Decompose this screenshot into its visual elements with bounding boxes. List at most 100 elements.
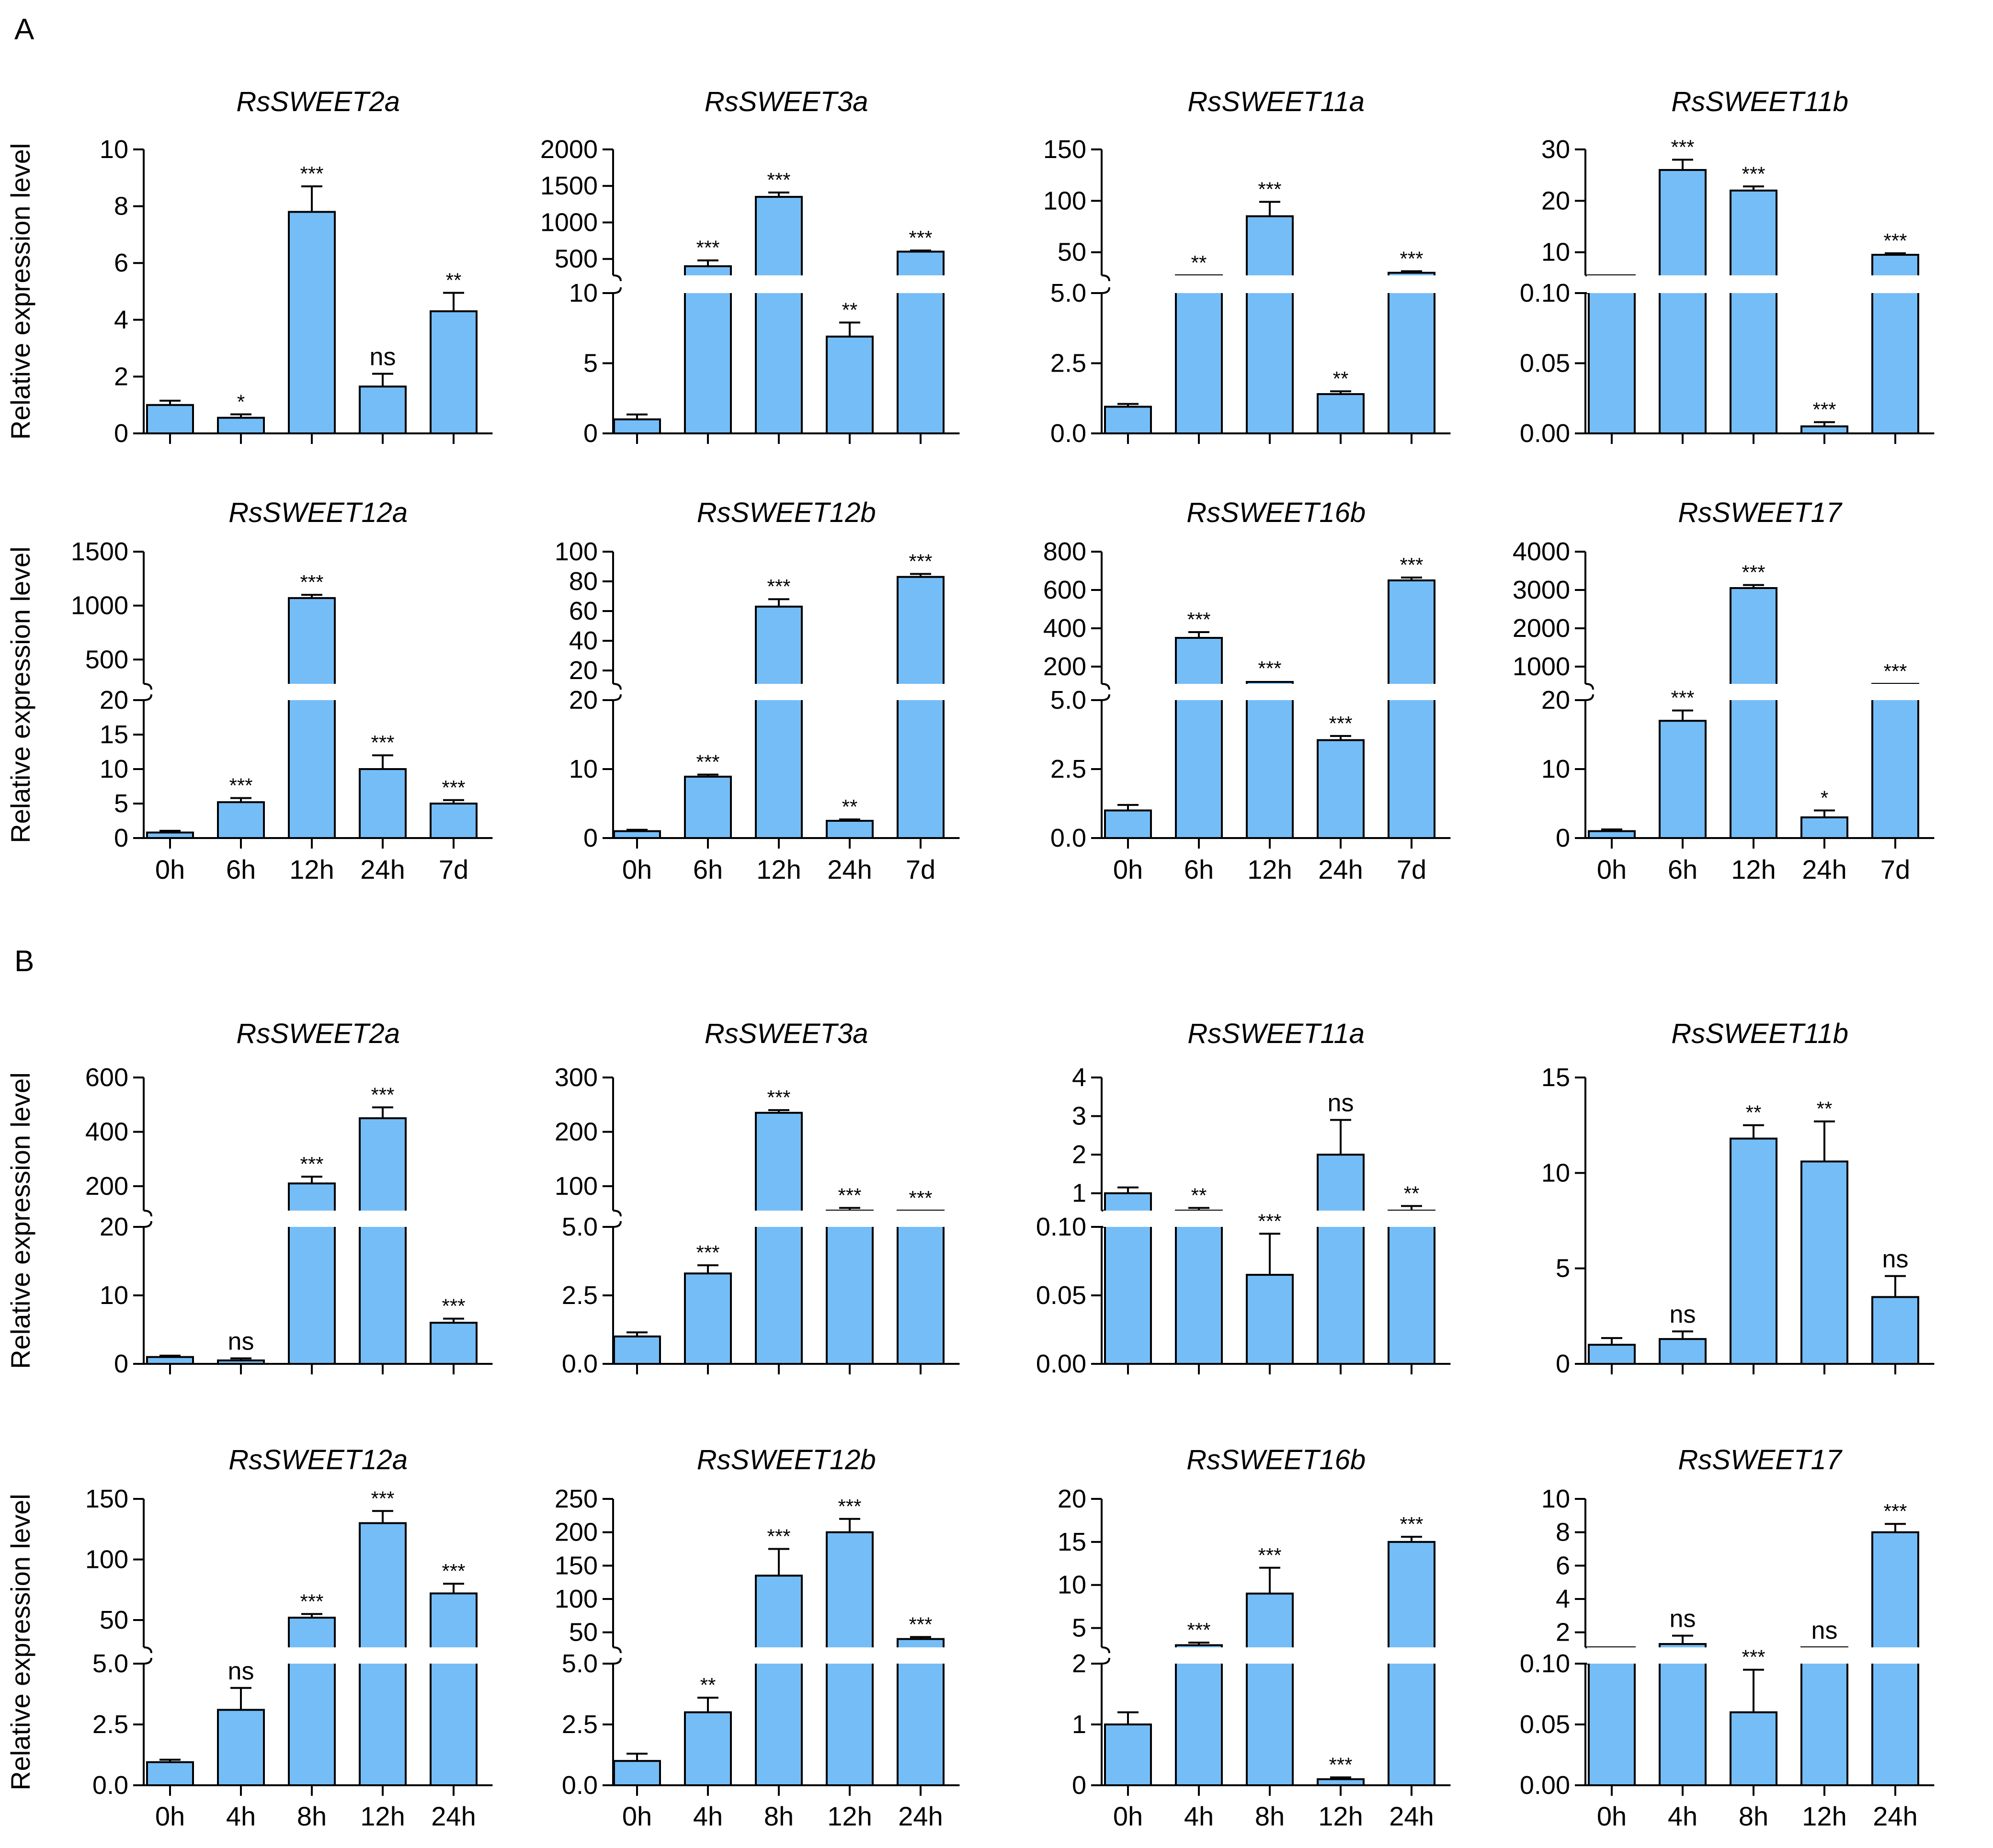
significance-label: *** [838,1495,861,1518]
y-tick-label: 2 [114,362,128,391]
chart-title: RsSWEET16b [1186,1444,1366,1475]
bar-break-gap [1587,275,1637,293]
chart-title: RsSWEET12b [697,497,876,528]
significance-label: *** [767,575,790,598]
bar-2 [684,1272,732,1365]
y-tick-label: 600 [1043,576,1086,604]
chart-a-rssweet17: RsSWEET17 0 10 20 1000 2000 3000 4000 0h 6h *** 12h… [1513,497,1935,884]
significance-label: *** [371,731,394,754]
y-tick-label: 0.00 [1520,419,1570,448]
bar-2 [1659,720,1707,839]
bar-break-gap [358,1647,408,1664]
chart-title: RsSWEET11a [1187,1018,1365,1049]
y-tick-label: 10 [569,755,598,783]
significance-label: *** [838,1184,861,1206]
y-tick-label: 3 [1072,1102,1086,1131]
x-tick-label: 0h [622,1801,652,1831]
y-tick-label: 0 [583,419,598,448]
bar-3 [1730,1711,1777,1787]
x-tick-label: 24h [360,854,405,884]
bar-4 [1317,1154,1365,1365]
x-tick-label: 7d [906,854,935,884]
bar-break-gap [1729,684,1778,700]
x-tick-label: 24h [827,854,872,884]
bar-1 [613,1760,661,1786]
significance-label: *** [1329,712,1352,735]
x-tick-label: 8h [297,1801,327,1831]
significance-label: *** [767,1086,790,1109]
significance-label: *** [1258,1544,1281,1566]
y-tick-label: 500 [85,645,128,674]
bar-4 [359,768,407,839]
y-tick-label: 5 [1556,1254,1570,1283]
bar-break-gap [896,1647,945,1664]
bar-4 [1317,739,1365,839]
axis-break-mark-upper [1585,683,1594,690]
significance-label: *** [1812,398,1836,421]
y-axis-label: Relative expression level [5,143,35,440]
significance-label: *** [1400,247,1423,270]
bar-2 [684,1711,732,1787]
x-tick-label: 7d [1397,854,1426,884]
chart-b-rssweet12b: RsSWEET12b 0.0 2.5 5.050 100 150 200 250 0h 4h ** 8… [555,1444,960,1831]
chart-title: RsSWEET3a [705,86,868,117]
axis-break-mark-upper [143,1210,152,1217]
bar-4 [1317,1778,1365,1787]
y-tick-label: 0.0 [562,1349,598,1378]
bar-3 [755,196,803,434]
bar-3 [1246,681,1294,839]
y-tick-label: 0 [1556,1349,1570,1378]
chart-b-rssweet11b: RsSWEET11b 0 5 10 15 ns ** ** ns [1541,1018,1935,1378]
x-tick-label: 0h [1597,854,1627,884]
significance-label: *** [1187,1619,1210,1641]
significance-label: ** [446,269,462,291]
y-tick-label: 20 [100,1213,128,1241]
chart-b-rssweet17: RsSWEET17 0.00 0.05 0.102 4 6 8 10 0h 4h ns 8h *** 12… [1520,1444,1935,1831]
significance-label: *** [371,1487,394,1509]
y-tick-label: 0.0 [562,1771,598,1800]
significance-label: *** [1400,554,1423,576]
bar-5 [430,803,478,839]
y-tick-label: 0 [1072,1771,1086,1800]
x-tick-label: 0h [155,854,185,884]
bar-3 [755,605,803,839]
significance-label: *** [1671,136,1694,158]
bar-break-gap [1387,1647,1436,1664]
bar-4 [826,335,874,435]
bar-break-gap [1245,1647,1295,1664]
bar-break-gap [1387,275,1436,293]
bar-break-gap [1245,684,1295,700]
y-tick-label: 300 [555,1063,598,1092]
y-tick-label: 10 [100,135,128,164]
bar-1 [613,830,661,839]
x-tick-label: 0h [622,854,652,884]
bar-break-gap [1387,684,1436,700]
y-tick-label: 60 [569,597,598,625]
bar-4 [826,1210,874,1365]
bar-3 [288,1617,336,1786]
x-tick-label: 4h [1184,1801,1214,1831]
axis-break-mark-lower [613,1221,622,1228]
bar-2 [217,1359,265,1365]
bar-break-gap [1174,275,1224,293]
axis-break-mark-lower [143,1221,152,1228]
bar-break-gap [683,275,733,293]
x-tick-label: 6h [226,854,256,884]
y-tick-label: 40 [569,626,598,655]
x-tick-label: 6h [1184,854,1214,884]
bar-4 [1317,393,1365,435]
x-tick-label: 12h [756,854,801,884]
bar-5 [897,1210,945,1365]
significance-label: * [237,390,245,413]
bar-2 [1659,1643,1707,1786]
significance-label: ** [1333,367,1349,390]
chart-title: RsSWEET2a [236,86,400,117]
bar-break-gap [287,1647,337,1664]
x-tick-label: 4h [226,1801,256,1831]
y-tick-label: 200 [555,1117,598,1146]
significance-label: *** [300,1590,323,1612]
chart-title: RsSWEET12a [228,1444,408,1475]
significance-label: ns [1811,1617,1838,1644]
y-tick-label: 20 [1541,686,1570,714]
y-tick-label: 1500 [71,537,128,566]
